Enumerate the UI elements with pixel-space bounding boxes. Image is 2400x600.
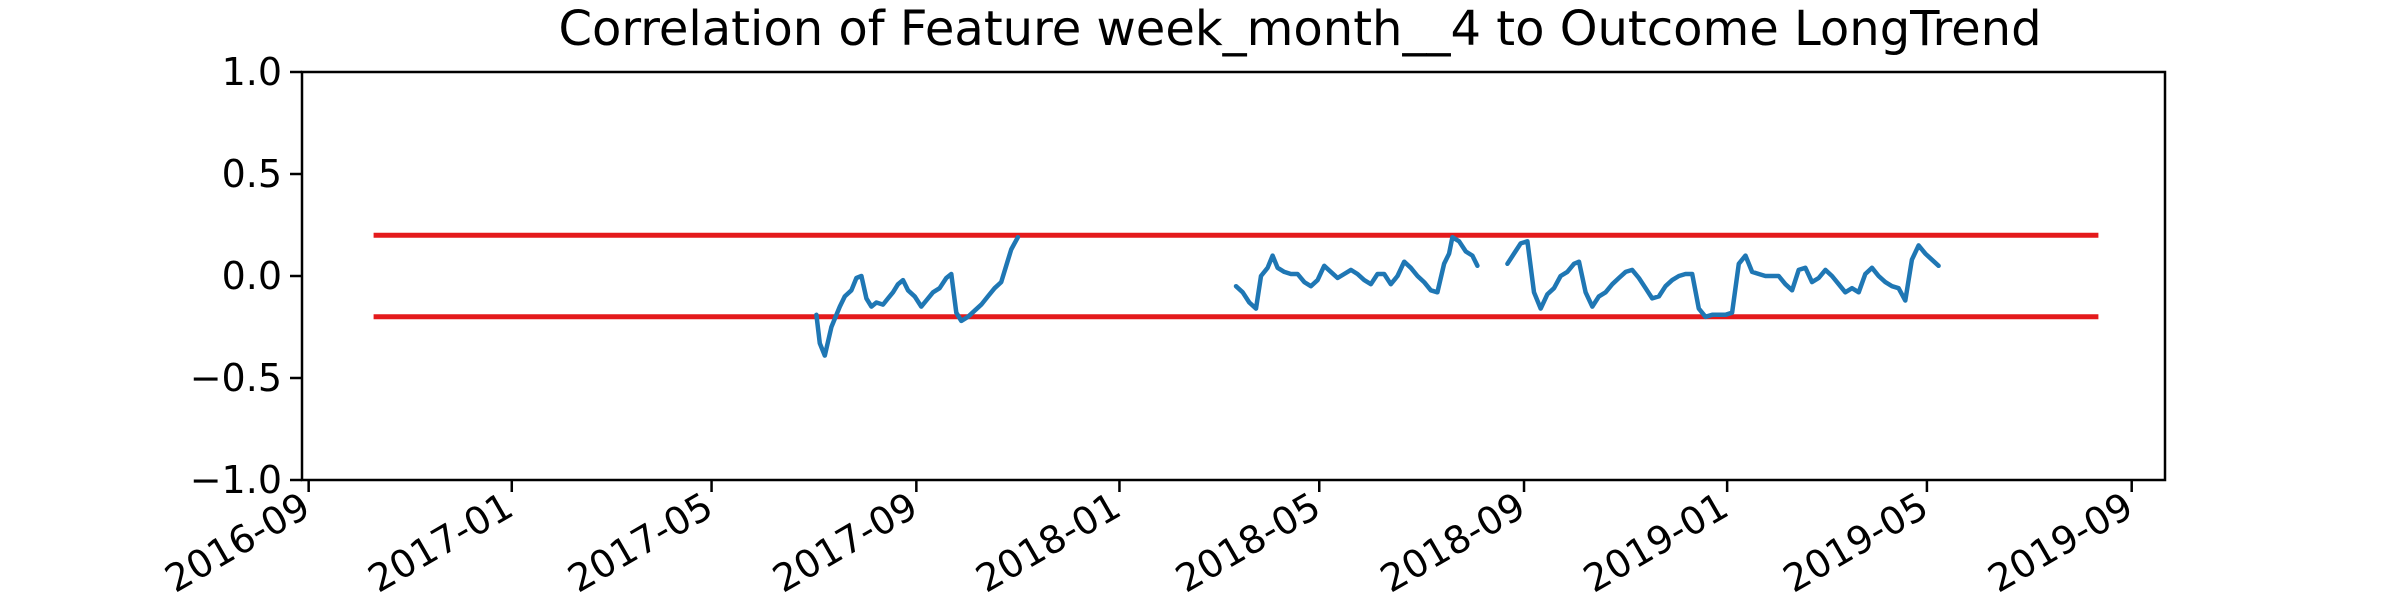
x-tick-label: 2018-05 [1168,484,1328,600]
y-tick-label: −0.5 [190,356,282,400]
y-tick-label: −1.0 [190,458,282,502]
series-line-segment-0-1 [1233,234,1480,311]
series-line-segment-0-2 [1505,239,1941,320]
x-tick-label: 2017-09 [765,484,925,600]
plot-lines [373,232,2099,358]
x-tick-label: 2018-09 [1373,484,1533,600]
y-tick-label: 1.0 [222,50,282,94]
x-tick-label: 2019-05 [1776,484,1936,600]
x-tick-label: 2019-09 [1981,484,2141,600]
y-tick-label: 0.5 [222,152,282,196]
plot-frame [300,70,2167,482]
series-line-segment-0-0 [814,234,1021,358]
x-tick-label: 2019-01 [1576,484,1736,600]
chart-title: Correlation of Feature week_month__4 to … [558,1,2041,57]
x-tick-label: 2017-01 [361,484,521,600]
x-tick-label: 2018-01 [968,484,1128,600]
x-tick-label: 2017-05 [561,484,721,600]
y-tick-label: 0.0 [222,254,282,298]
